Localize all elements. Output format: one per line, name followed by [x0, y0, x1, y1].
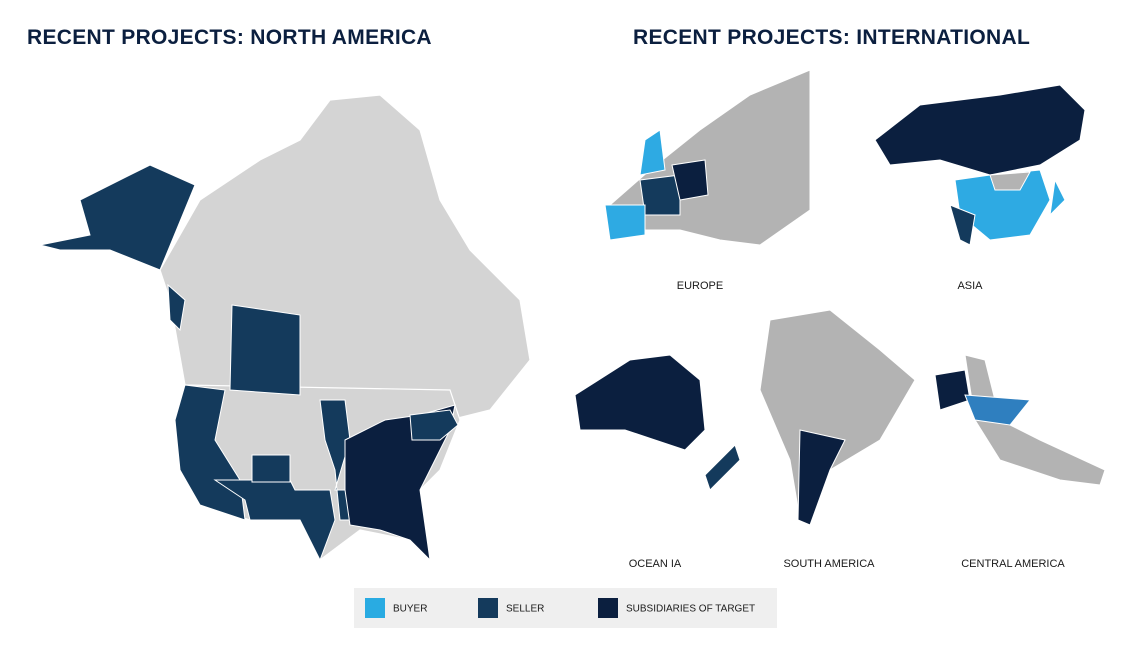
legend-label: BUYER	[393, 604, 427, 615]
title-international: RECENT PROJECTS: INTERNATIONAL	[633, 26, 1030, 49]
map-south-america	[759, 309, 916, 526]
region-label: ASIA	[957, 280, 983, 292]
region-label: CENTRAL AMERICA	[961, 558, 1065, 570]
legend-label: SUBSIDIARIES OF TARGET	[626, 604, 755, 615]
region-label: SOUTH AMERICA	[783, 558, 875, 570]
map-europe	[604, 69, 811, 246]
map-asia	[874, 84, 1086, 246]
legend-swatch	[365, 598, 385, 618]
legend-box	[354, 588, 777, 628]
legend: BUYER SELLER SUBSIDIARIES OF TARGET	[365, 598, 755, 618]
title-north-america: RECENT PROJECTS: NORTH AMERICA	[27, 26, 432, 49]
legend-label: SELLER	[506, 604, 544, 615]
map-north-america	[39, 94, 531, 562]
legend-swatch	[478, 598, 498, 618]
map-central-america	[934, 354, 1106, 486]
map-oceania	[574, 354, 741, 491]
region-label: OCEAN IA	[629, 558, 682, 570]
region-label: EUROPE	[677, 280, 723, 292]
legend-swatch	[598, 598, 618, 618]
